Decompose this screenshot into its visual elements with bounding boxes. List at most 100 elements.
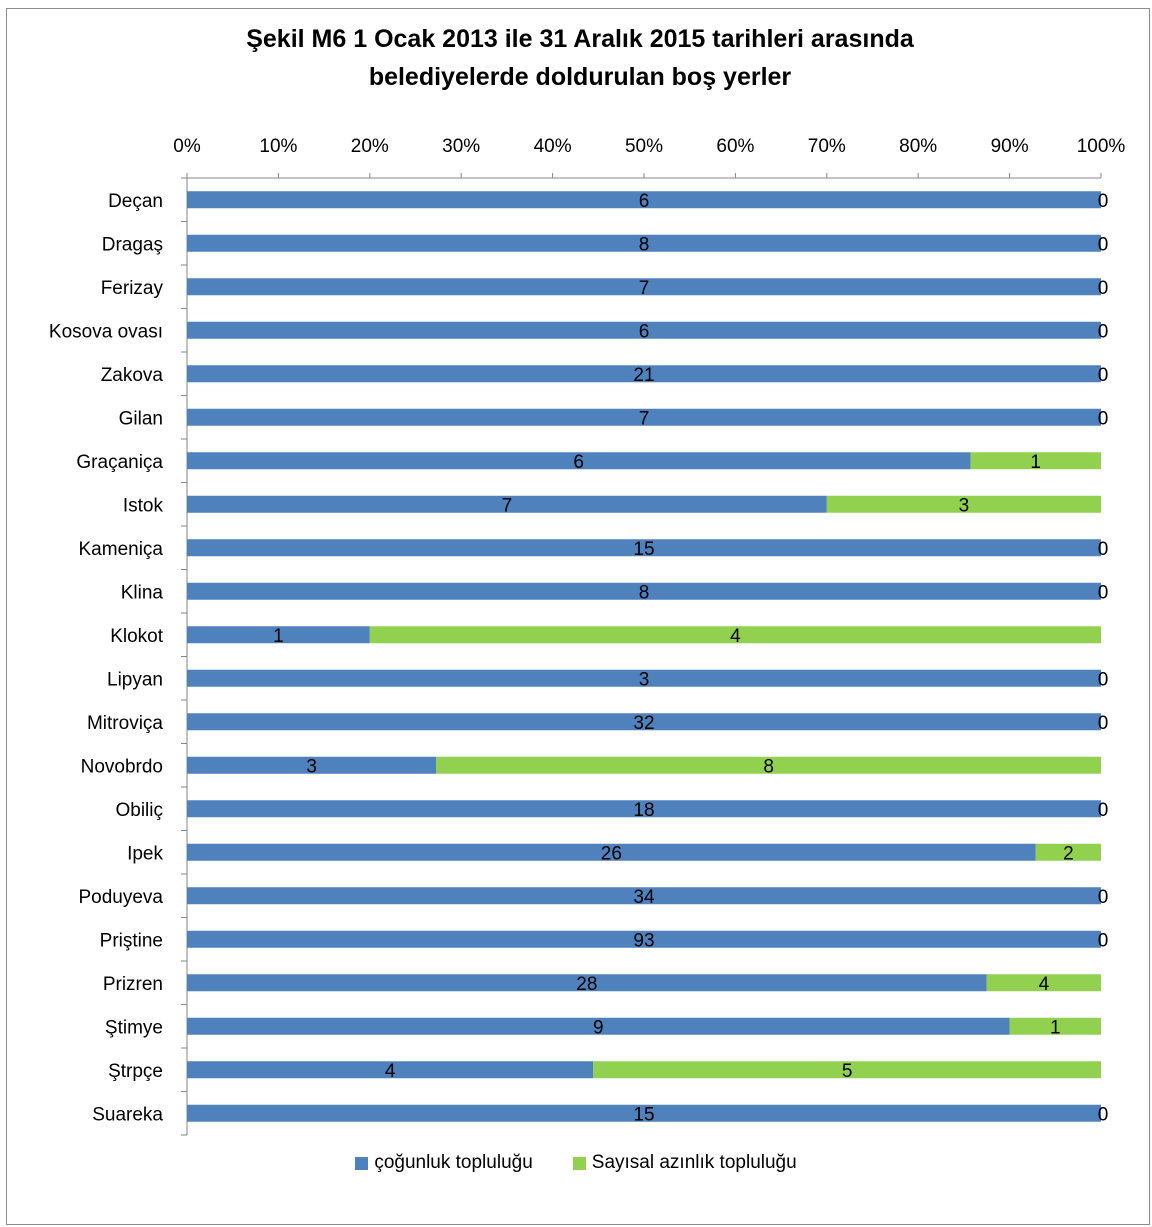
x-tick-label: 50% xyxy=(625,136,663,157)
data-label: 93 xyxy=(633,930,654,951)
data-label: 8 xyxy=(639,234,650,255)
legend-label-minority: Sayısal azınlık topluluğu xyxy=(591,1152,797,1173)
legend-item-majority: çoğunluk topluluğu xyxy=(355,1152,533,1174)
x-tick-label: 10% xyxy=(259,136,297,157)
data-label: 1 xyxy=(1050,1017,1061,1038)
data-label: 1 xyxy=(1030,452,1041,473)
data-label: 0 xyxy=(1098,408,1109,429)
bar-segment-majority xyxy=(187,408,1101,426)
x-tick-label: 20% xyxy=(351,136,389,157)
data-label: 2 xyxy=(1063,843,1074,864)
bar-segment-majority xyxy=(187,1061,594,1079)
category-label: Mitroviça xyxy=(87,713,163,734)
bar-segment-minority xyxy=(593,1061,1101,1079)
bar-segment-majority xyxy=(187,756,437,774)
x-tick-label: 60% xyxy=(716,136,754,157)
category-label: Klokot xyxy=(110,626,164,647)
bar-segment-majority xyxy=(187,452,971,470)
category-label: Novobrdo xyxy=(81,756,163,777)
bar-segment-majority xyxy=(187,278,1101,296)
data-label: 4 xyxy=(385,1061,396,1082)
category-label: Graçaniça xyxy=(76,452,163,473)
category-label: Kosova ovası xyxy=(49,321,163,342)
data-label: 34 xyxy=(633,887,655,908)
x-tick-label: 40% xyxy=(534,136,572,157)
x-tick-label: 0% xyxy=(173,136,201,157)
bar-segment-majority xyxy=(187,321,1101,339)
data-label: 7 xyxy=(502,495,513,516)
bar-segment-majority xyxy=(187,582,1101,600)
bar-segment-majority xyxy=(187,887,1101,905)
category-label: Ipek xyxy=(127,843,163,864)
data-label: 9 xyxy=(593,1017,604,1038)
bar-segment-majority xyxy=(187,669,1101,687)
data-label: 5 xyxy=(842,1061,853,1082)
bar-segment-majority xyxy=(187,713,1101,731)
data-label: 32 xyxy=(633,713,654,734)
data-label: 4 xyxy=(1039,974,1050,995)
bar-segment-minority xyxy=(986,974,1101,992)
bar-segment-minority xyxy=(826,495,1101,513)
data-label: 0 xyxy=(1098,930,1109,951)
data-label: 6 xyxy=(639,321,650,342)
bar-segment-minority xyxy=(1035,843,1101,861)
chart-title: Şekil M6 1 Ocak 2013 ile 31 Aralık 2015 … xyxy=(246,25,914,91)
category-label: Ştrpçe xyxy=(108,1061,163,1082)
bar-segment-majority xyxy=(187,930,1101,948)
data-label: 0 xyxy=(1098,582,1109,603)
category-label: Poduyeva xyxy=(78,887,163,908)
data-label: 8 xyxy=(639,582,650,603)
bar-segment-minority xyxy=(1009,1017,1101,1035)
data-label: 3 xyxy=(639,669,650,690)
bar-segment-majority xyxy=(187,539,1101,557)
data-label: 0 xyxy=(1098,365,1109,386)
data-label: 3 xyxy=(306,756,317,777)
data-label: 4 xyxy=(730,626,741,647)
category-label: Gilan xyxy=(119,408,163,429)
category-label: Dragaş xyxy=(102,234,163,255)
data-label: 3 xyxy=(959,495,970,516)
data-label: 0 xyxy=(1098,539,1109,560)
bar-segment-majority xyxy=(187,843,1036,861)
category-label: Obiliç xyxy=(115,800,163,821)
data-label: 0 xyxy=(1098,800,1109,821)
legend-label-majority: çoğunluk topluluğu xyxy=(374,1152,533,1173)
category-label: Ferizay xyxy=(101,278,164,299)
category-label: Lipyan xyxy=(107,669,163,690)
data-label: 0 xyxy=(1098,234,1109,255)
category-label: Suareka xyxy=(92,1104,163,1125)
data-label: 15 xyxy=(633,539,654,560)
legend-swatch-majority xyxy=(355,1156,369,1170)
data-label: 0 xyxy=(1098,1104,1109,1125)
category-label: Kameniça xyxy=(79,539,164,560)
bar-segment-majority xyxy=(187,365,1101,383)
bar-segment-majority xyxy=(187,800,1101,818)
bar-segment-majority xyxy=(187,1104,1101,1122)
category-label: Istok xyxy=(123,495,164,516)
x-tick-label: 70% xyxy=(808,136,846,157)
bar-segment-majority xyxy=(187,495,827,513)
category-label: Ştimye xyxy=(105,1017,163,1038)
legend-swatch-minority xyxy=(572,1156,586,1170)
data-label: 0 xyxy=(1098,321,1109,342)
x-tick-label: 30% xyxy=(442,136,480,157)
data-label: 18 xyxy=(633,800,654,821)
bar-segment-majority xyxy=(187,234,1101,252)
bar-segment-majority xyxy=(187,626,370,644)
data-label: 26 xyxy=(601,843,622,864)
x-tick-label: 100% xyxy=(1077,136,1126,157)
data-label: 0 xyxy=(1098,278,1109,299)
data-label: 15 xyxy=(633,1104,654,1125)
bar-segment-minority xyxy=(369,626,1101,644)
category-label: Prizren xyxy=(103,974,163,995)
data-label: 0 xyxy=(1098,713,1109,734)
data-label: 28 xyxy=(576,974,597,995)
bar-segment-majority xyxy=(187,1017,1010,1035)
category-label: Deçan xyxy=(108,191,163,212)
data-label: 6 xyxy=(639,191,650,212)
data-label: 0 xyxy=(1098,887,1109,908)
bar-segment-minority xyxy=(436,756,1102,774)
data-label: 6 xyxy=(573,452,584,473)
x-tick-label: 80% xyxy=(899,136,937,157)
